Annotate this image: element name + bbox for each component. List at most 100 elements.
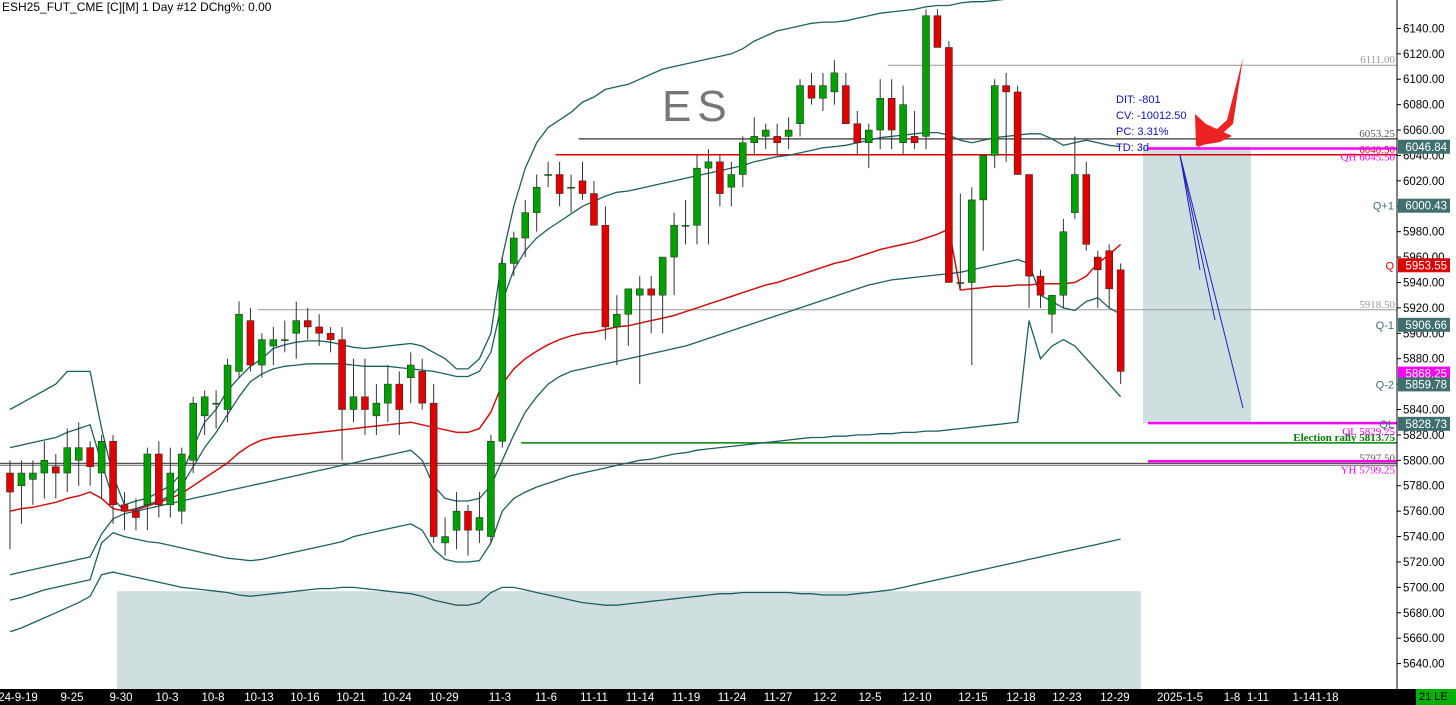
time-tick-label: 10-21 xyxy=(336,692,365,704)
candle-body xyxy=(624,288,633,315)
candle-body xyxy=(510,237,518,264)
price-tag-label: 6000.43 xyxy=(1405,201,1447,213)
price-tag-bg xyxy=(1398,317,1450,332)
band-lower3 xyxy=(9,538,1121,633)
price-tick-label: 5640.00 xyxy=(1403,659,1445,671)
price-tags: 6046.846000.43Q+15953.55Q5906.66Q-15868.… xyxy=(1373,139,1450,431)
candle-body xyxy=(6,472,14,493)
price-tick-label: 6100.00 xyxy=(1403,74,1445,86)
price-tick-label: 6060.00 xyxy=(1403,125,1445,137)
candle-body xyxy=(200,396,209,417)
candle-body xyxy=(109,441,117,506)
stats-line: CV: -10012.50 xyxy=(1116,110,1187,122)
candle-body xyxy=(361,396,369,410)
price-tick-label: 5740.00 xyxy=(1403,532,1445,544)
price-tick-label: 5880.00 xyxy=(1403,354,1445,366)
price-tick-label: 5940.00 xyxy=(1403,277,1445,289)
price-tag-label: 5953.55 xyxy=(1405,260,1447,272)
value-area-fills xyxy=(117,146,1251,689)
time-tick-label: 1-8 xyxy=(1224,692,1241,704)
candle-body xyxy=(63,447,71,474)
candle-body xyxy=(555,174,564,194)
time-tick-label: 10-13 xyxy=(244,692,273,704)
candle-body xyxy=(315,326,323,334)
time-tick-label: 11-6 xyxy=(535,692,557,704)
candle-body xyxy=(933,15,942,48)
candle-body xyxy=(1082,174,1091,245)
candle-body xyxy=(281,339,289,341)
price-tag-bg xyxy=(1398,198,1450,213)
candle-body xyxy=(1002,85,1010,93)
price-tick-label: 6140.00 xyxy=(1403,23,1445,35)
candle-body xyxy=(727,174,736,188)
price-tick-label: 5920.00 xyxy=(1403,303,1445,315)
candle-body xyxy=(979,155,987,201)
candle-body xyxy=(773,136,781,143)
time-tick-label: 11-11 xyxy=(580,692,608,704)
candle-body xyxy=(487,441,495,537)
price-tick-label: 6020.00 xyxy=(1403,176,1445,188)
candle-body xyxy=(1036,275,1045,296)
time-tick-label: 12-2 xyxy=(813,692,836,704)
time-tick-label: 12-10 xyxy=(902,692,931,704)
candle-body xyxy=(155,453,163,506)
price-tag-bg xyxy=(1398,366,1450,381)
price-tick-label: 5680.00 xyxy=(1403,608,1445,620)
price-tag-label: 5828.73 xyxy=(1405,419,1447,431)
corner-tag: 21 LE xyxy=(1416,689,1456,705)
level-label: Election rally 5813.75 xyxy=(1293,432,1395,444)
stats-line: DIT: -801 xyxy=(1116,94,1161,106)
candle-body xyxy=(716,161,724,194)
time-tick-label: 11-19 xyxy=(672,692,701,704)
candle-body xyxy=(670,225,678,258)
candle-body xyxy=(132,510,140,518)
candle-body xyxy=(910,136,919,143)
candle-body xyxy=(853,123,862,143)
candle-body xyxy=(601,225,610,328)
time-tick-label: 2025-1-5 xyxy=(1157,692,1203,704)
candle-body xyxy=(887,98,896,131)
time-tick-label: 1-14 xyxy=(1292,692,1316,704)
candle-body xyxy=(178,453,186,512)
candle-body xyxy=(40,460,49,474)
candle-body xyxy=(636,288,644,296)
candle-body xyxy=(372,402,381,417)
price-tick-label: 6080.00 xyxy=(1403,100,1445,112)
band-lower2 xyxy=(9,320,1122,601)
candle-body xyxy=(464,510,472,531)
price-tick-label: 5760.00 xyxy=(1403,506,1445,518)
time-axis-bar xyxy=(0,689,1416,705)
price-levels: 6111.00 6053.25 6040.50 5918.50 Election ral… xyxy=(0,54,1397,476)
price-tag-label: 5906.66 xyxy=(1405,320,1447,332)
price-tick-label: 5800.00 xyxy=(1403,455,1445,467)
price-tag-side-label: QL xyxy=(1379,419,1394,431)
overlay-annotations: DIT: -801 CV: -10012.50 PC: 3.31% TD: 3d xyxy=(1116,58,1244,409)
time-tick-label: 10-29 xyxy=(429,692,458,704)
candle-body xyxy=(865,129,873,143)
candle-body xyxy=(830,72,839,93)
time-tick-label: 12-18 xyxy=(1006,692,1035,704)
candle-body xyxy=(968,199,976,283)
candle-body xyxy=(97,441,106,474)
time-tick-label: 11-3 xyxy=(489,692,511,704)
stats-line: TD: 3d xyxy=(1116,142,1149,154)
candle-body xyxy=(1105,250,1113,290)
candle-body xyxy=(1013,91,1022,175)
candle-body xyxy=(498,263,507,442)
time-tick-label: 11-27 xyxy=(764,692,793,704)
price-tick-label: 5780.00 xyxy=(1403,481,1445,493)
time-tick-label: 10-3 xyxy=(155,692,178,704)
down-arrow-head xyxy=(1195,114,1232,146)
candle-body xyxy=(452,510,461,531)
candle-body xyxy=(338,339,346,410)
price-tick-label: 6120.00 xyxy=(1403,49,1445,61)
candle-body xyxy=(876,98,884,131)
candle-body xyxy=(74,447,83,461)
price-tag-bg xyxy=(1398,139,1450,154)
candle-body xyxy=(990,85,999,156)
candle-body xyxy=(395,383,404,410)
candle-body xyxy=(120,504,129,512)
time-tick-label: 1-18 xyxy=(1315,692,1338,704)
price-tick-label: 5840.00 xyxy=(1403,405,1445,417)
